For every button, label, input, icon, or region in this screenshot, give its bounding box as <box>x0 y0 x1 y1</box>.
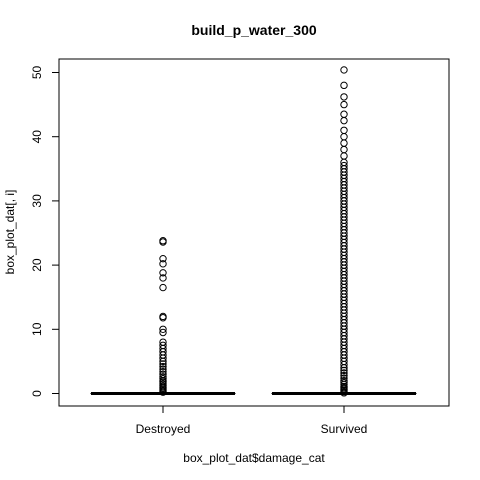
y-tick-label: 0 <box>30 390 44 397</box>
outlier-point <box>340 133 348 141</box>
outlier-point <box>340 145 348 154</box>
y-tick-label: 20 <box>30 258 44 272</box>
outlier-point <box>340 93 348 101</box>
y-tick-label: 10 <box>30 322 44 336</box>
x-tick-label: Survived <box>321 422 368 436</box>
outlier-point <box>159 375 167 383</box>
outlier-point <box>159 365 167 373</box>
outlier-point <box>159 373 167 381</box>
outlier-point <box>159 338 167 346</box>
outlier-point <box>340 371 348 380</box>
outlier-point <box>159 370 167 378</box>
outlier-point <box>340 100 348 109</box>
y-axis: 0 10 20 30 40 50 <box>30 66 60 397</box>
outlier-point <box>340 66 348 74</box>
outlier-point <box>159 382 167 390</box>
outlier-point <box>340 378 348 387</box>
y-tick-label: 40 <box>30 130 44 144</box>
outlier-point <box>159 360 167 368</box>
box-destroyed <box>90 237 236 396</box>
outlier-point <box>340 126 348 134</box>
outlier-point <box>340 152 348 160</box>
y-tick-label: 30 <box>30 194 44 208</box>
x-tick-label: Destroyed <box>136 422 191 436</box>
outlier-point <box>159 283 167 292</box>
x-axis-label: box_plot_dat$damage_cat <box>183 451 325 465</box>
outlier-point <box>340 376 348 385</box>
outlier-point <box>159 269 167 277</box>
outlier-point <box>340 161 348 170</box>
outlier-point <box>159 341 167 350</box>
outlier-point <box>159 328 167 337</box>
outlier-point <box>340 116 348 125</box>
outlier-point <box>340 110 348 118</box>
outlier-point <box>159 325 167 333</box>
plot-frame <box>58 58 450 407</box>
outlier-point <box>340 382 348 391</box>
outlier-point <box>159 312 167 321</box>
y-tick-label: 50 <box>30 66 44 80</box>
outlier-point <box>159 274 167 282</box>
outlier-point <box>159 380 167 388</box>
outlier-point <box>340 139 348 147</box>
chart-title: build_p_water_300 <box>191 22 316 38</box>
boxes-group <box>90 66 417 397</box>
outlier-point <box>159 260 167 268</box>
outlier-point <box>159 362 167 371</box>
x-axis: Destroyed Survived <box>136 405 368 436</box>
outlier-point <box>159 367 167 376</box>
outlier-point <box>340 81 348 90</box>
outlier-point <box>159 254 167 263</box>
outlier-point <box>340 369 348 377</box>
box-survived <box>271 66 417 397</box>
outlier-point <box>340 374 348 382</box>
outlier-point <box>159 237 167 245</box>
y-axis-label: box_plot_dat[, i] <box>3 190 17 275</box>
outlier-point <box>340 366 348 375</box>
